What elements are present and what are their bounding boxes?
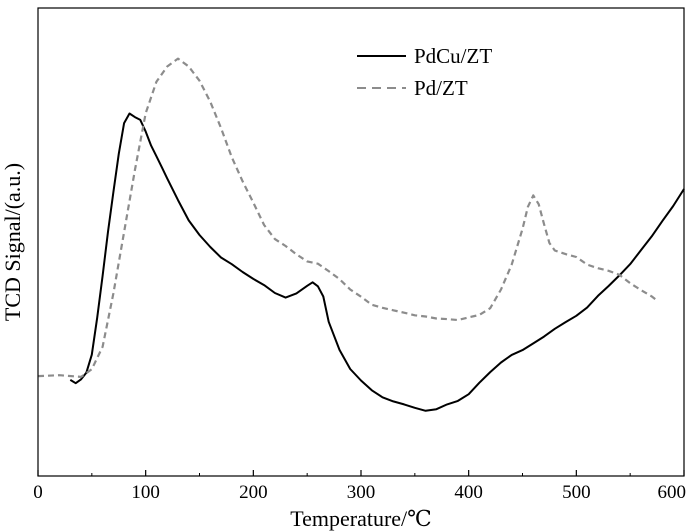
x-axis-title: Temperature/℃ (290, 506, 432, 531)
x-tick-label-100: 100 (131, 482, 160, 503)
series-line-pd-zt (37, 57, 658, 378)
x-tick-label-600: 600 (658, 482, 687, 503)
x-tick-label-300: 300 (347, 482, 376, 503)
legend-label-pdcu-zt: PdCu/ZT (414, 44, 492, 68)
x-tick-label-500: 500 (562, 482, 591, 503)
x-tick-label-200: 200 (239, 482, 268, 503)
y-axis-title: TCD Signal/(a.u.) (0, 163, 25, 321)
series-lines (37, 57, 685, 412)
legend-label-pd-zt: Pd/ZT (414, 76, 468, 100)
x-tick-label-0: 0 (33, 482, 43, 503)
series-line-pdcu-zt (69, 112, 685, 412)
legend: PdCu/ZT Pd/ZT (357, 44, 492, 100)
plot-frame (37, 7, 685, 477)
x-axis-ticks: 0 100 200 300 400 500 600 (33, 470, 686, 503)
x-tick-label-400: 400 (454, 482, 483, 503)
